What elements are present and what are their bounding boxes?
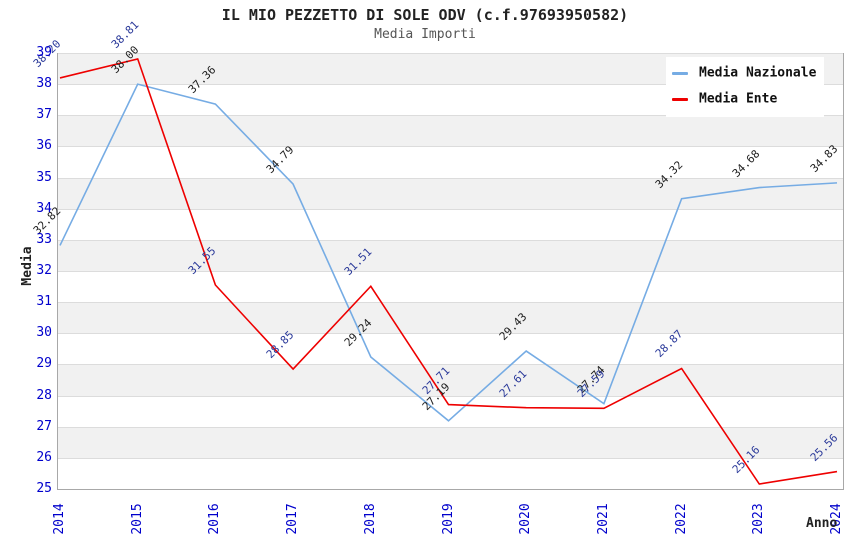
y-tick-label: 27 (36, 418, 52, 434)
x-tick-label: 2017 (285, 503, 301, 535)
plot-band (57, 115, 843, 147)
y-tick-label: 35 (36, 169, 52, 185)
gridline (57, 302, 843, 304)
x-tick-label: 2020 (518, 503, 534, 535)
x-axis-title: Anno (806, 516, 838, 531)
gridline (57, 271, 843, 272)
chart-title: IL MIO PEZZETTO DI SOLE ODV (c.f.9769395… (221, 6, 629, 24)
y-tick-label: 28 (36, 387, 52, 403)
left-axis-line (57, 53, 58, 489)
gridline (57, 426, 843, 428)
plot-band (57, 302, 843, 334)
legend-swatch-icon (672, 98, 688, 101)
gridline (57, 395, 843, 397)
y-tick-label: 39 (36, 45, 52, 60)
x-tick-label: 2022 (673, 503, 689, 535)
x-tick-label: 2021 (595, 503, 611, 535)
legend-label: Media Ente (699, 91, 778, 107)
x-tick-label: 2019 (440, 503, 456, 535)
gridline (57, 239, 843, 241)
y-tick-label: 37 (36, 107, 52, 123)
gridline (57, 364, 843, 366)
series-line-media-ente (59, 57, 838, 485)
legend-item-media-nazionale: Media Nazionale (672, 60, 816, 86)
y-tick-label: 33 (36, 231, 52, 247)
y-axis-title: Media (20, 246, 35, 286)
right-axis-line (843, 53, 844, 489)
legend: Media Nazionale Media Ente (666, 57, 825, 117)
y-tick-label: 34 (36, 200, 52, 216)
y-tick-label: 38 (36, 76, 52, 92)
legend-label: Media Nazionale (699, 65, 817, 81)
gridline (57, 333, 843, 335)
y-tick-label: 31 (36, 294, 52, 310)
series-line-media-nazionale (59, 83, 838, 422)
gridline (57, 115, 843, 117)
gridline (57, 457, 843, 459)
x-tick-label: 2018 (362, 503, 378, 535)
chart-subtitle: Media Importi (374, 27, 476, 42)
gridline (57, 208, 843, 210)
y-tick-label: 25 (36, 481, 52, 496)
plot-band (57, 426, 843, 458)
x-tick-label: 2016 (207, 503, 223, 535)
x-tick-label: 2014 (52, 503, 67, 535)
y-tick-label: 36 (36, 138, 52, 154)
plot-band (57, 239, 843, 271)
x-tick-label: 2023 (751, 503, 767, 535)
legend-swatch-icon (672, 72, 688, 75)
gridline (57, 84, 843, 86)
y-tick-label: 30 (36, 325, 52, 341)
bottom-axis-line (57, 489, 844, 490)
y-tick-label: 26 (36, 449, 52, 465)
gridline (57, 146, 843, 148)
gridline (57, 53, 843, 54)
y-tick-label: 32 (36, 263, 52, 278)
x-tick-label: 2015 (129, 503, 145, 535)
legend-item-media-ente: Media Ente (672, 86, 816, 112)
gridline (57, 177, 843, 179)
plot-band (57, 364, 843, 396)
y-tick-label: 29 (36, 356, 52, 372)
